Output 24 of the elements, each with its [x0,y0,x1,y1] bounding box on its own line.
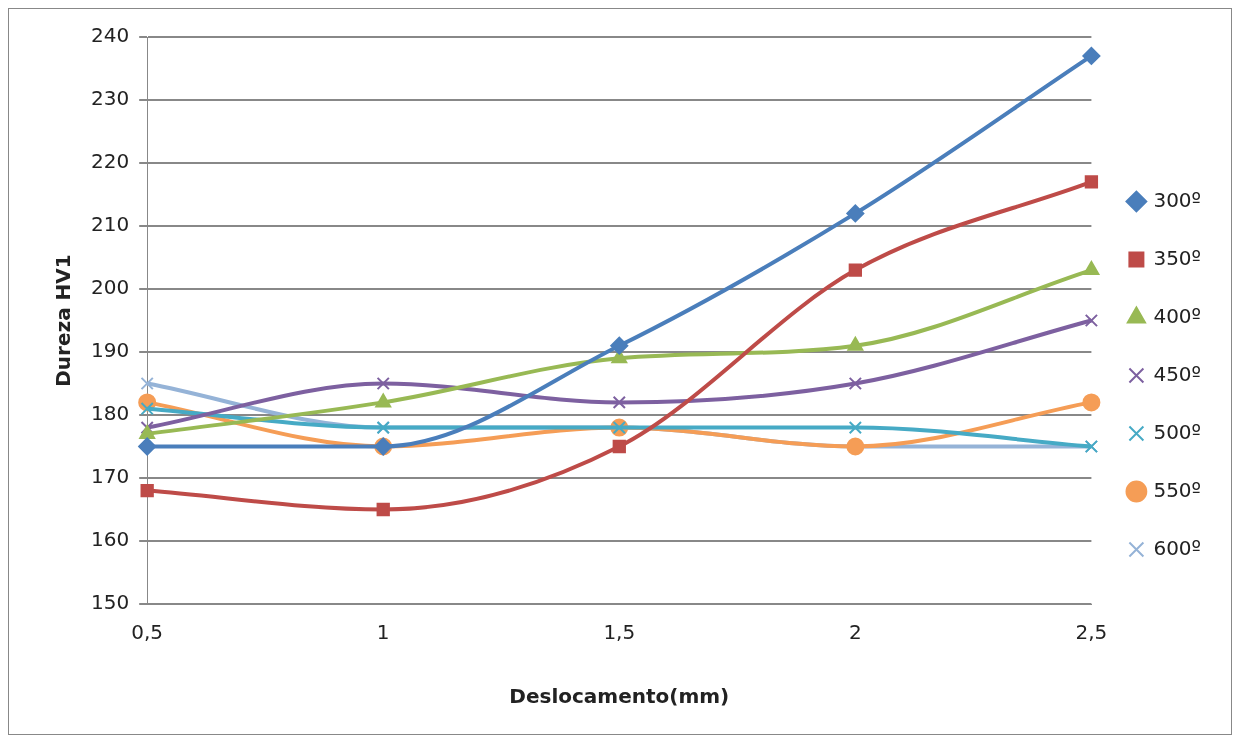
x-tick-label: 1,5 [603,620,636,645]
legend-label: 550º [1153,477,1202,502]
y-tick-label: 220 [90,149,130,174]
y-tick-label: 230 [90,86,130,111]
x-tick-label: 0,5 [131,620,164,645]
y-tick-label: 190 [90,338,130,363]
y-axis-title: Dureza HV1 [51,254,76,387]
y-tick-label: 240 [90,23,130,48]
legend-label: 300º [1153,187,1202,212]
y-tick-label: 210 [90,212,130,237]
x-tick-label: 2,5 [1075,620,1108,645]
y-tick-label: 180 [90,401,130,426]
y-tick-label: 170 [90,464,130,489]
legend-label: 400º [1153,303,1202,328]
y-tick-label: 150 [90,590,130,615]
y-tick-label: 200 [90,275,130,300]
legend-label: 600º [1153,535,1202,560]
y-tick-label: 160 [90,527,130,552]
legend-label: 450º [1153,361,1202,386]
x-tick-label: 1 [376,620,390,645]
x-axis-title: Deslocamento(mm) [509,684,730,709]
x-tick-label: 2 [848,620,862,645]
legend-label: 350º [1153,245,1202,270]
legend-label: 500º [1153,419,1202,444]
